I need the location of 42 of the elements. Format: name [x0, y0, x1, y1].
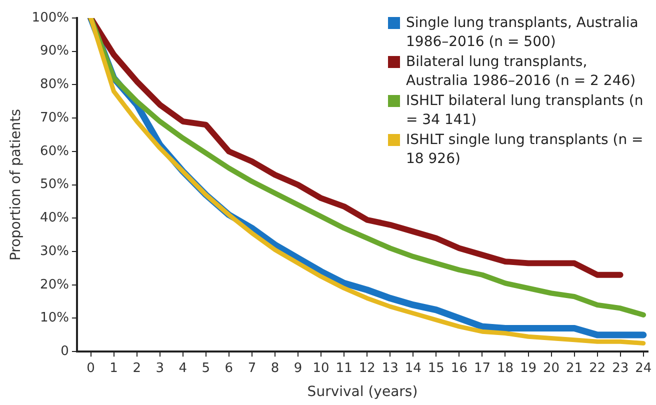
x-tick-label: 16 — [450, 360, 468, 376]
x-tick-label: 13 — [382, 360, 398, 376]
x-tick-label: 10 — [312, 360, 330, 376]
x-tick-label: 22 — [589, 360, 606, 376]
y-axis-title: Proportion of patients — [8, 108, 24, 261]
y-tick-label: 100% — [32, 10, 69, 26]
y-tick-label: 80% — [40, 77, 69, 92]
x-tick-label: 20 — [543, 360, 560, 376]
x-tick-label: 8 — [270, 360, 280, 376]
x-axis-title: Survival (years) — [307, 384, 418, 400]
x-tick-label: 9 — [294, 360, 302, 376]
x-tick-label: 23 — [612, 360, 629, 376]
x-tick-label: 18 — [496, 360, 514, 376]
x-tick-label: 12 — [358, 360, 376, 376]
x-tick-label: 24 — [635, 360, 652, 376]
x-tick-label: 6 — [224, 360, 234, 376]
y-tick-label: 30% — [40, 244, 69, 259]
x-tick-label: 21 — [566, 360, 583, 376]
y-tick-label: 20% — [40, 277, 69, 292]
x-tick-label: 11 — [336, 360, 352, 376]
y-tick-label: 60% — [40, 144, 69, 159]
y-tick-label: 10% — [40, 310, 69, 326]
legend-label: Single lung transplants, Australia 1986–2016 (n = 500) — [406, 14, 640, 52]
x-tick-label: 17 — [474, 360, 490, 376]
x-tick-label: 5 — [202, 360, 210, 376]
y-tick-label: 70% — [40, 110, 69, 126]
x-tick-label: 15 — [428, 360, 444, 376]
x-tick-label: 4 — [178, 360, 188, 376]
x-tick-label: 1 — [110, 360, 118, 376]
x-tick-label: 3 — [156, 360, 164, 376]
x-tick-label: 7 — [248, 360, 256, 376]
x-tick-label: 19 — [520, 360, 537, 376]
legend-label: Bilateral lung transplants, Australia 1986–2016 (n = 2 246) — [406, 53, 637, 91]
y-tick-label: 0 — [60, 344, 69, 359]
x-tick-label: 2 — [132, 360, 141, 376]
legend-label: ISHLT single lung transplants (n = 18 926) — [406, 131, 644, 169]
x-tick-label: 0 — [86, 360, 95, 376]
x-tick-label: 14 — [404, 360, 422, 376]
y-tick-label: 50% — [40, 177, 69, 192]
y-tick-label: 40% — [40, 210, 69, 226]
y-tick-label: 90% — [40, 44, 69, 59]
legend-label: ISHLT bilateral lung transplants (n = 34 141) — [406, 92, 644, 130]
